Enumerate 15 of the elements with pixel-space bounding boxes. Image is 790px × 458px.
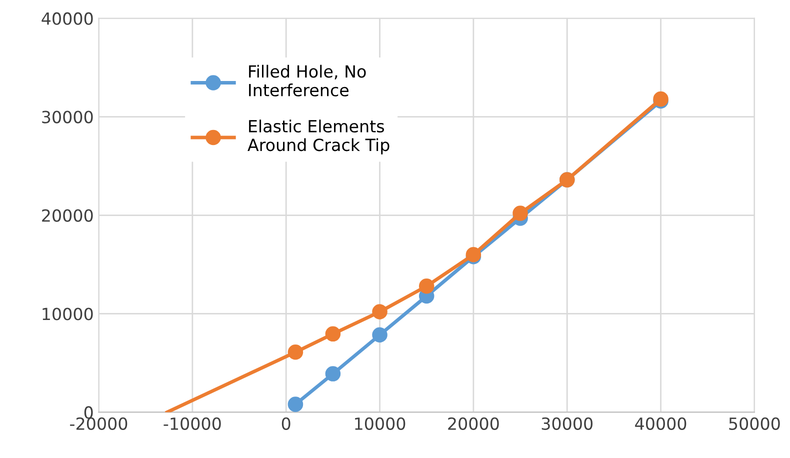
x-tick-label: 50000 [729, 417, 780, 430]
x-tick-label: 10000 [355, 417, 406, 430]
x-tick-label: -10000 [164, 417, 221, 430]
y-tick-label: 40000 [42, 12, 93, 25]
legend-label: Elastic Elements Around Crack Tip [248, 120, 390, 154]
y-tick-label: 20000 [42, 209, 93, 222]
x-tick-label: -20000 [70, 417, 128, 430]
x-tick-label: 0 [282, 417, 290, 430]
x-tick-label: 30000 [542, 417, 593, 430]
x-tick-label: 40000 [635, 417, 686, 430]
y-tick-label: 0 [84, 406, 93, 419]
y-tick-label: 10000 [42, 308, 93, 320]
legend-label: Filled Hole, No Interference [249, 64, 366, 96]
y-tick-label: 30000 [42, 110, 93, 124]
x-tick-label: 20000 [448, 417, 499, 430]
